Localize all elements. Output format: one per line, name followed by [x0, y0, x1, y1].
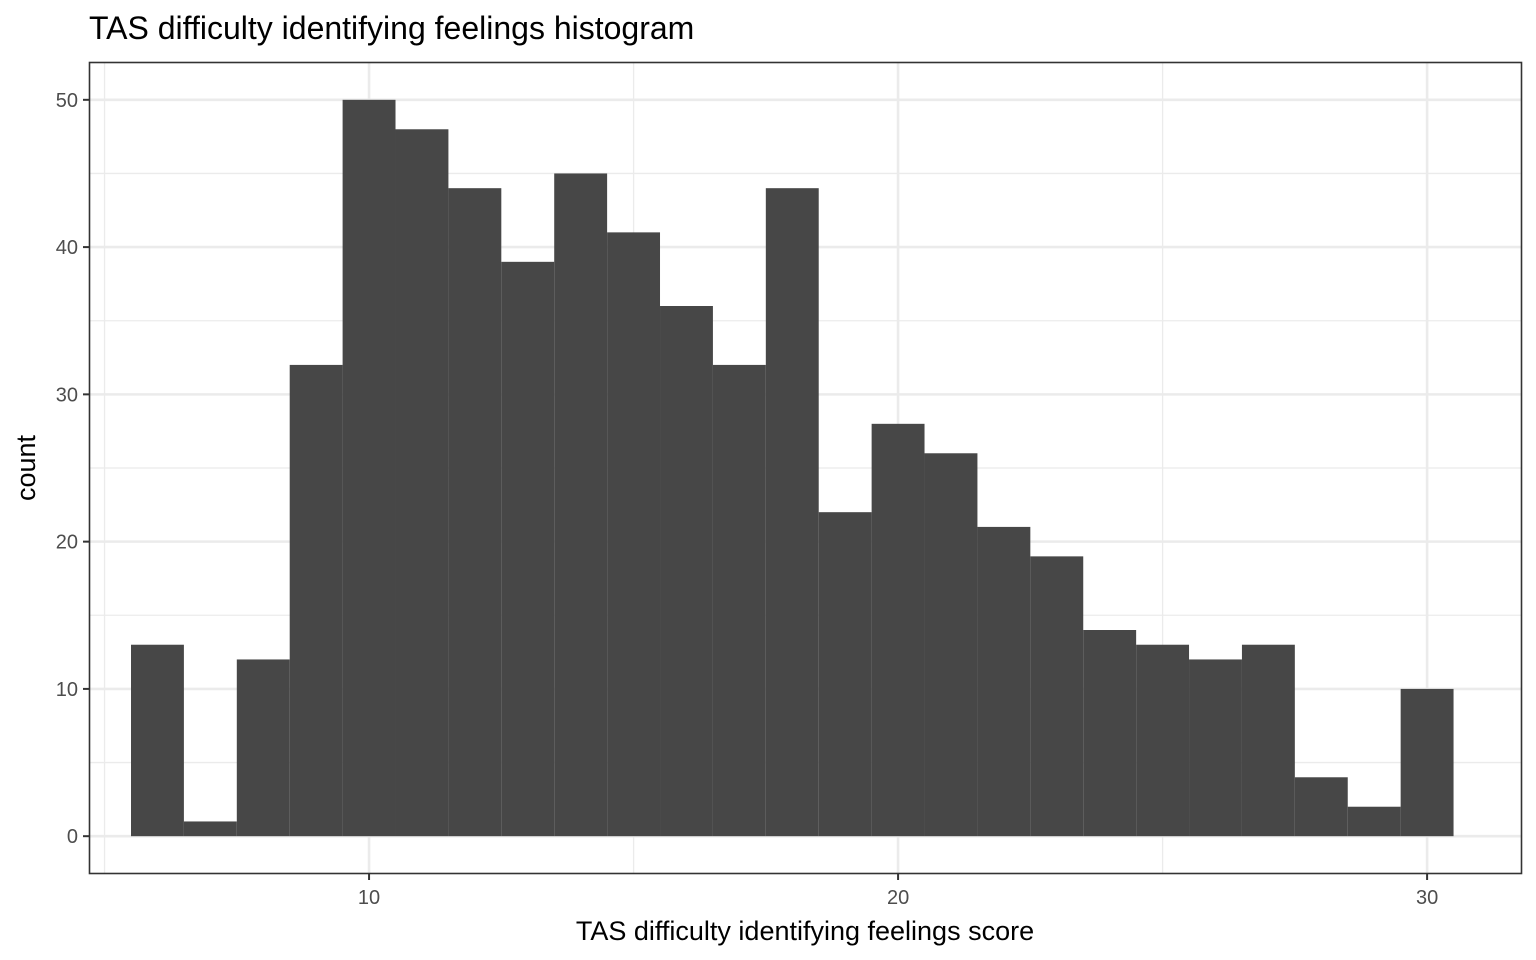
y-tick-label: 10 — [56, 679, 78, 701]
histogram-bar — [1136, 644, 1190, 837]
histogram-bar — [554, 173, 608, 837]
histogram-bar — [342, 99, 396, 837]
histogram-bar — [236, 659, 290, 837]
y-tick-label: 0 — [67, 826, 78, 848]
y-tick-label: 30 — [56, 384, 78, 406]
bars-layer — [130, 99, 1454, 837]
x-axis-title: TAS difficulty identifying feelings scor… — [576, 916, 1034, 946]
histogram-bar — [924, 453, 978, 837]
histogram-bar — [977, 526, 1031, 837]
histogram-bar — [660, 306, 713, 837]
chart-title: TAS difficulty identifying feelings hist… — [89, 10, 694, 46]
ticks-layer: 0 10 20 30 40 50 10 20 30 — [56, 90, 1438, 909]
histogram-bar — [1294, 777, 1348, 837]
y-tick-label: 20 — [56, 532, 78, 554]
x-tick-label: 30 — [1416, 887, 1438, 909]
histogram-bar — [1400, 688, 1454, 837]
histogram-bar — [1241, 644, 1295, 837]
y-tick-label: 50 — [56, 90, 78, 112]
histogram-bar — [448, 188, 502, 837]
y-tick-label: 40 — [56, 237, 78, 259]
histogram-bar — [607, 232, 661, 837]
histogram-bar — [1030, 556, 1084, 837]
histogram-bar — [765, 188, 819, 837]
x-tick-label: 10 — [358, 887, 380, 909]
x-tick-label: 20 — [887, 887, 909, 909]
histogram-bar — [395, 129, 449, 837]
histogram-bar — [712, 364, 766, 837]
histogram-bar — [130, 644, 184, 837]
histogram-bar — [501, 261, 555, 837]
histogram-bar — [183, 821, 237, 837]
histogram-bar — [1189, 659, 1242, 837]
histogram-bar — [818, 512, 872, 837]
panel-border — [88, 61, 1523, 875]
histogram-bar — [1083, 630, 1137, 837]
histogram-bar — [289, 364, 343, 837]
histogram-bar — [871, 423, 925, 837]
y-axis-title: count — [11, 434, 41, 501]
histogram-bar — [1347, 806, 1401, 837]
